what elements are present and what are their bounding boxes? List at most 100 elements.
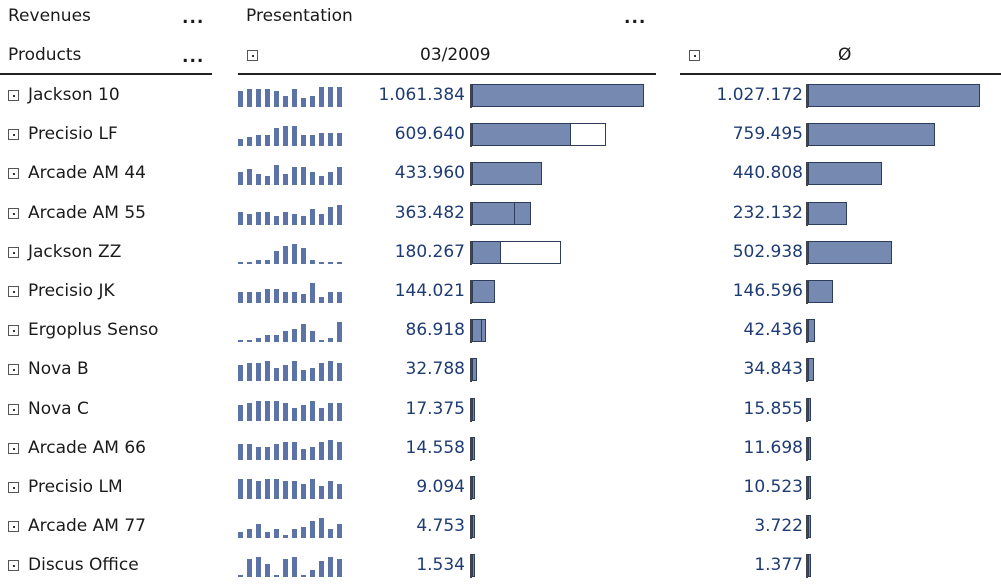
sparkline-bar — [256, 174, 261, 186]
average-bar — [808, 162, 882, 186]
period-axis-tick — [470, 162, 472, 187]
sparkline-bar — [274, 165, 279, 186]
sparkline-bar — [256, 363, 261, 382]
presentation-menu-button[interactable]: ... — [624, 8, 647, 28]
row-expand-icon[interactable] — [8, 129, 19, 141]
period-axis-tick — [470, 280, 472, 304]
period-value: 1.534 — [416, 555, 465, 576]
product-row[interactable]: Arcade AM 77 4.753 3.722 — [0, 507, 1001, 546]
sparkline-bar — [265, 335, 270, 343]
product-row[interactable]: Discus Office 1.534 1.377 — [0, 546, 1001, 585]
revenues-label: Revenues — [8, 6, 91, 26]
sparkline-bar — [283, 559, 288, 578]
sparkline-bar — [265, 289, 270, 303]
sparkline-bar — [292, 213, 297, 225]
sparkline-bar — [247, 363, 252, 382]
sparkline — [238, 479, 342, 499]
sparkline-bar — [310, 446, 315, 460]
sparkline-bar — [265, 564, 270, 578]
product-row[interactable]: Arcade AM 66 14.558 11.698 — [0, 429, 1001, 468]
sparkline-bar — [328, 87, 333, 107]
average-axis-tick — [806, 84, 808, 108]
product-row[interactable]: Arcade AM 55 363.482 232.132 — [0, 194, 1001, 233]
row-expand-icon[interactable] — [8, 403, 19, 415]
product-name: Precisio JK — [28, 281, 115, 301]
sparkline-bar — [328, 172, 333, 186]
product-row[interactable]: Arcade AM 44 433.960 440.808 — [0, 154, 1001, 193]
sparkline-bar — [265, 89, 270, 107]
average-bar — [808, 201, 847, 225]
average-axis-tick — [806, 162, 808, 187]
product-row[interactable]: Jackson ZZ 180.267 502.938 — [0, 233, 1001, 272]
average-value: 10.523 — [743, 477, 803, 497]
sparkline-bar — [247, 169, 252, 186]
sparkline-bar — [328, 481, 333, 499]
sparkline-bar — [310, 96, 315, 107]
row-expand-icon[interactable] — [8, 207, 19, 219]
sparkline-bar — [292, 557, 297, 578]
sparkline-bar — [292, 126, 297, 147]
header-divider-middle — [238, 73, 656, 75]
period-expand-icon[interactable] — [247, 50, 258, 61]
sparkline-bar — [274, 479, 279, 499]
product-name: Precisio LM — [28, 477, 123, 497]
product-name: Arcade AM 66 — [28, 437, 146, 458]
product-row[interactable]: Ergoplus Senso 86.918 42.436 — [0, 311, 1001, 350]
sparkline-bar — [319, 133, 324, 147]
product-row[interactable]: Nova B 32.788 34.843 — [0, 350, 1001, 389]
row-expand-icon[interactable] — [8, 286, 19, 297]
sparkline-bar — [238, 532, 243, 539]
sparkline-bar — [319, 561, 324, 578]
period-value: 14.558 — [405, 437, 465, 458]
sparkline-bar — [319, 518, 324, 539]
product-row[interactable]: Precisio JK 144.021 146.596 — [0, 272, 1001, 311]
sparkline-bar — [337, 524, 342, 539]
sparkline-bar — [283, 292, 288, 303]
average-axis-tick — [806, 476, 808, 500]
sparkline-bar — [292, 167, 297, 186]
average-bar — [808, 280, 833, 303]
row-expand-icon[interactable] — [8, 482, 19, 493]
sparkline-bar — [328, 439, 333, 460]
product-row[interactable]: Nova C 17.375 15.855 — [0, 390, 1001, 429]
row-expand-icon[interactable] — [8, 246, 19, 258]
product-row[interactable]: Jackson 10 1.061.384 1.027.172 — [0, 76, 1001, 115]
sparkline-bar — [283, 365, 288, 382]
period-axis-tick — [470, 436, 472, 461]
revenues-menu-button[interactable]: ... — [182, 8, 205, 28]
row-expand-icon[interactable] — [8, 364, 19, 376]
product-row[interactable]: Precisio LF 609.640 759.495 — [0, 115, 1001, 154]
row-expand-icon[interactable] — [8, 560, 19, 572]
sparkline-bar — [256, 557, 261, 578]
row-expand-icon[interactable] — [8, 521, 19, 533]
average-value: 1.027.172 — [716, 85, 803, 105]
average-value: 502.938 — [732, 241, 803, 262]
products-menu-button[interactable]: ... — [182, 47, 205, 67]
period-bar — [472, 358, 478, 382]
sparkline-bar — [301, 575, 306, 578]
row-expand-icon[interactable] — [8, 168, 19, 180]
sparkline-bar — [337, 322, 342, 343]
average-value: 11.698 — [743, 437, 803, 458]
sparkline — [238, 165, 342, 186]
average-expand-icon[interactable] — [689, 50, 700, 61]
sparkline-bar — [265, 211, 270, 225]
sparkline-bar — [247, 340, 252, 343]
sparkline-bar — [301, 167, 306, 186]
sparkline-bar — [337, 441, 342, 460]
average-value: 232.132 — [732, 202, 803, 223]
row-expand-icon[interactable] — [8, 90, 19, 101]
average-axis-tick — [806, 358, 808, 383]
sparkline-bar — [247, 529, 252, 539]
period-axis-tick — [470, 123, 472, 148]
row-expand-icon[interactable] — [8, 325, 19, 337]
average-value: 15.855 — [743, 398, 803, 419]
period-value: 1.061.384 — [378, 85, 465, 105]
sparkline-bar — [256, 524, 261, 539]
row-expand-icon[interactable] — [8, 442, 19, 454]
sparkline-bar — [301, 484, 306, 499]
product-row[interactable]: Precisio LM 9.094 10.523 — [0, 468, 1001, 507]
sparkline-bar — [301, 247, 306, 264]
product-name: Arcade AM 55 — [28, 202, 146, 223]
sparkline-bar — [256, 338, 261, 343]
